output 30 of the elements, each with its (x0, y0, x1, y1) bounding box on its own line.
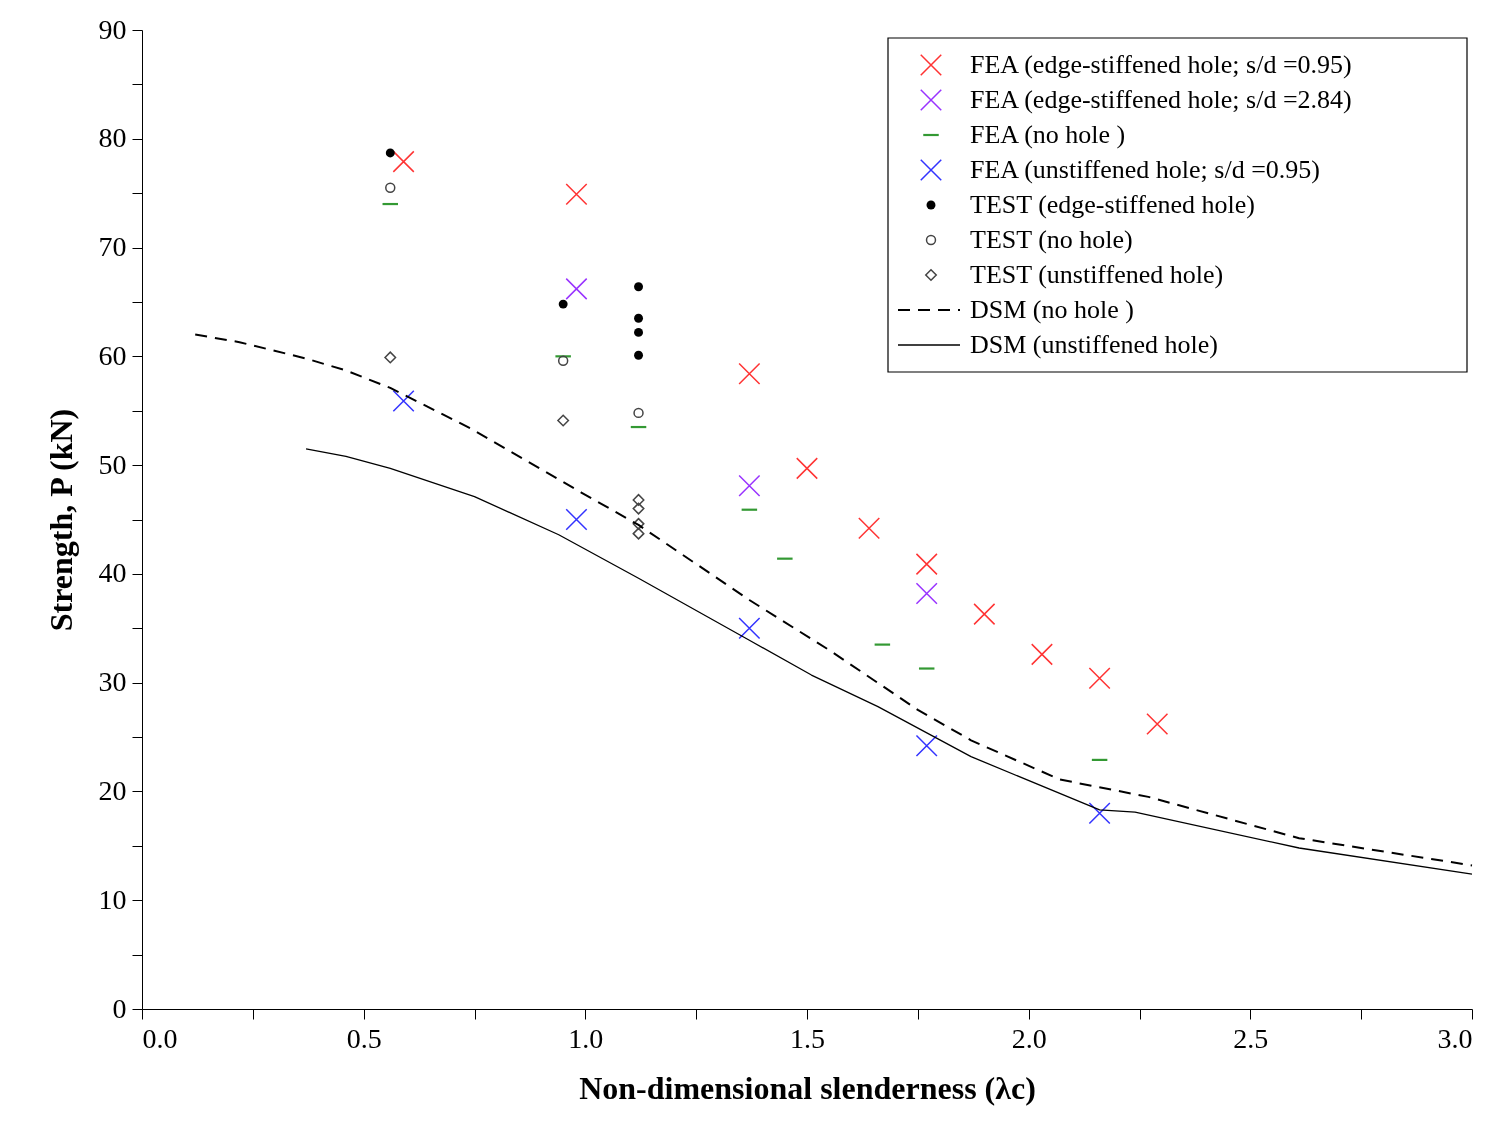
x-tick-label: 2.5 (1233, 1022, 1269, 1054)
x-tick-label: 0.0 (142, 1022, 178, 1054)
y-tick-label: 50 (98, 448, 127, 480)
y-tick-label: 60 (98, 339, 127, 371)
y-axis-title: Strength, P (kN) (42, 408, 79, 632)
y-tick-label: 20 (98, 774, 127, 806)
y-tick-label: 30 (98, 666, 127, 698)
legend-label: TEST (no hole) (970, 225, 1133, 254)
legend-label: FEA (edge-stiffened hole; s/d =0.95) (970, 50, 1352, 79)
y-tick-label: 40 (98, 557, 127, 589)
legend-label: FEA (no hole ) (970, 120, 1126, 149)
x-tick-label: 2.0 (1011, 1022, 1047, 1054)
legend-label: TEST (unstiffened hole) (970, 260, 1224, 289)
x-axis-title: Non-dimensional slenderness (λc) (579, 1069, 1036, 1106)
legend-label: FEA (edge-stiffened hole; s/d =2.84) (970, 85, 1352, 114)
y-tick-label: 80 (98, 122, 127, 154)
y-tick-label: 90 (98, 13, 127, 45)
y-tick-label: 10 (98, 883, 127, 915)
line-series (305, 448, 1473, 875)
legend-label: DSM (unstiffened hole) (970, 330, 1218, 359)
y-tick-label: 0 (112, 992, 127, 1024)
x-tick-label: 1.5 (790, 1022, 825, 1054)
legend-label: TEST (edge-stiffened hole) (970, 190, 1255, 219)
legend-label: FEA (unstiffened hole; s/d =0.95) (970, 155, 1320, 184)
line-series (194, 333, 1473, 867)
x-tick-label: 0.5 (346, 1022, 382, 1054)
x-tick-label: 3.0 (1437, 1022, 1473, 1054)
x-tick-label: 1.0 (568, 1022, 604, 1054)
legend-label: DSM (no hole ) (970, 295, 1134, 324)
y-tick-label: 70 (98, 231, 127, 263)
